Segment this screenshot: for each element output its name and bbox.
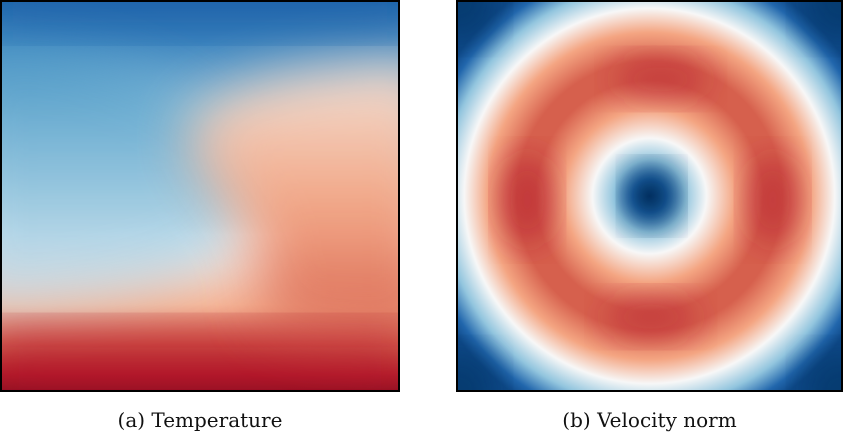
velocity-norm-heatmap — [456, 0, 843, 392]
temperature-heatmap — [0, 0, 400, 392]
temperature-caption: (a) Temperature — [117, 408, 283, 432]
velocity-norm-caption: (b) Velocity norm — [562, 408, 737, 432]
temperature-field-image — [2, 2, 398, 390]
velocity-field-image — [458, 2, 841, 390]
